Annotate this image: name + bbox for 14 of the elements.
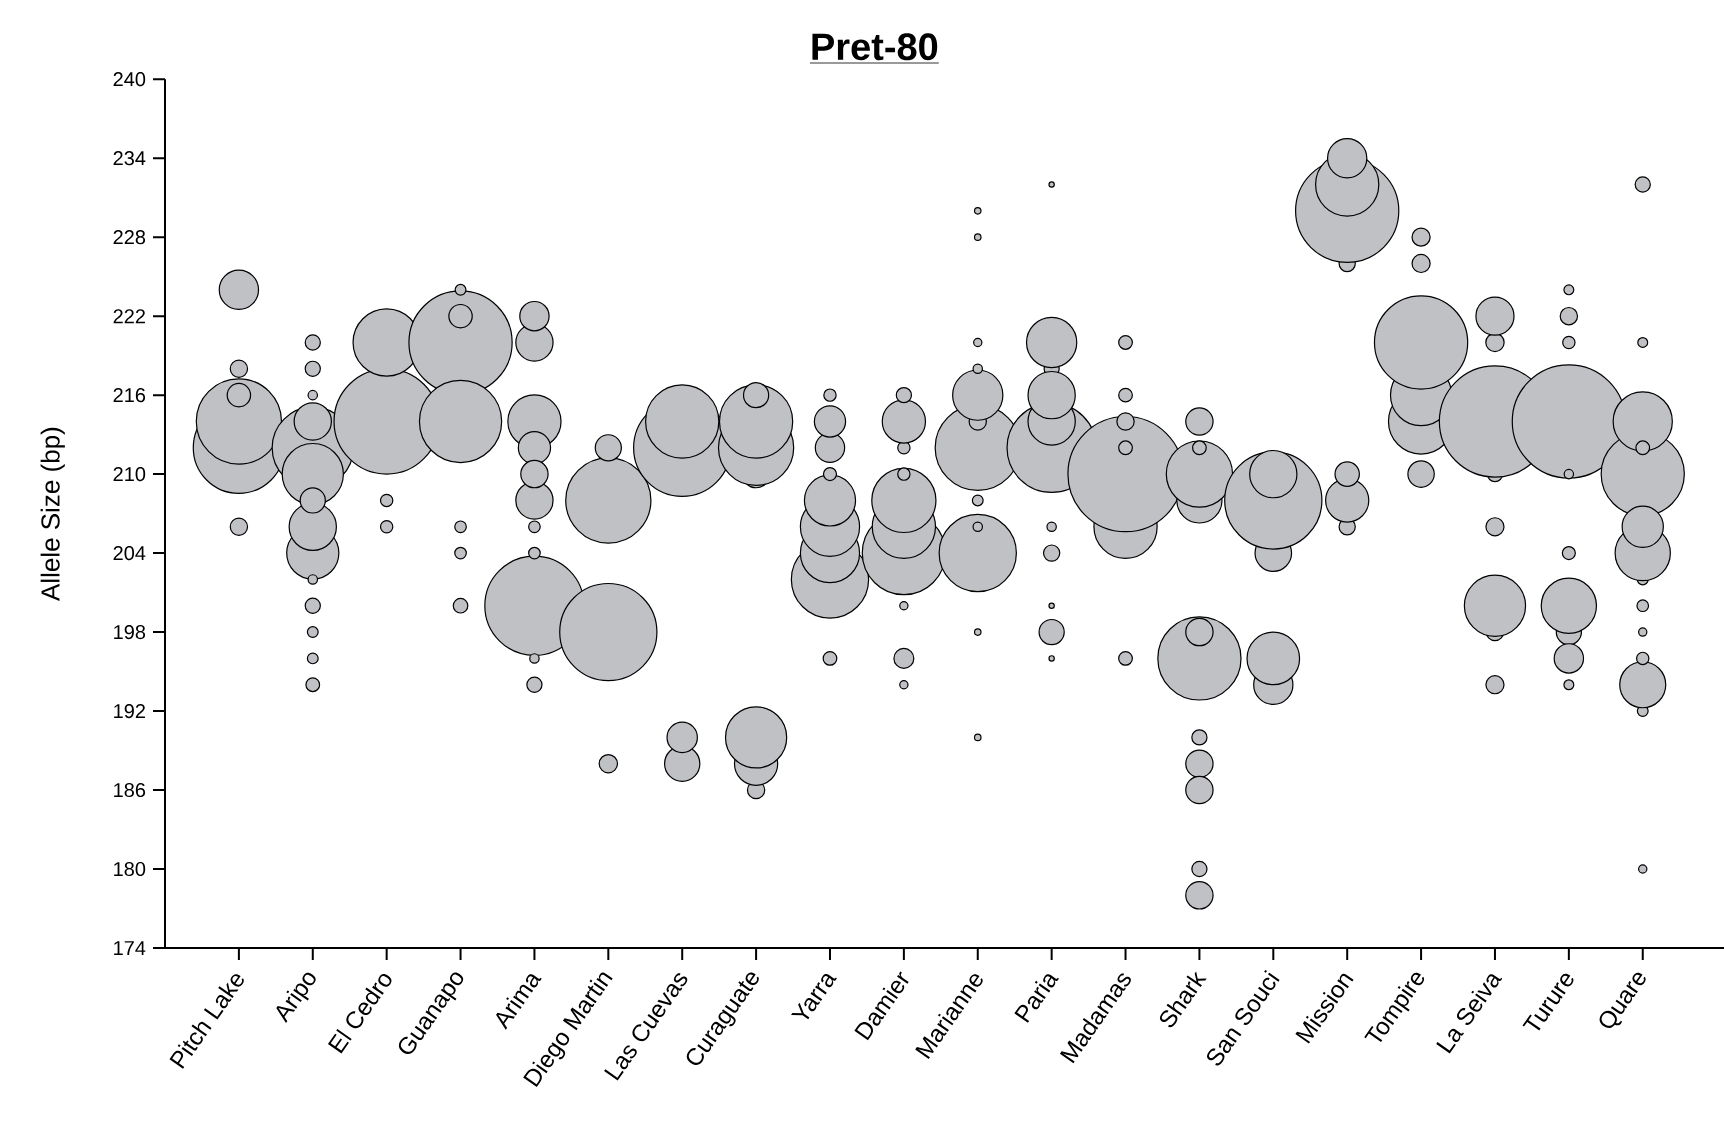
y-tick-label: 216 xyxy=(113,388,146,403)
y-tick-label: 234 xyxy=(113,151,146,166)
y-tick-label: 228 xyxy=(113,230,146,245)
y-axis-title: Allele Size (bp) xyxy=(40,427,65,601)
y-tick-label: 210 xyxy=(113,467,146,482)
y-tick-label: 180 xyxy=(114,861,146,877)
y-tick-label: 174 xyxy=(114,941,146,955)
chart-title: Pret-80 xyxy=(812,33,938,61)
y-tick-label: 222 xyxy=(113,309,145,324)
y-tick-label: 192 xyxy=(114,703,145,719)
y-tick-label: 198 xyxy=(114,624,146,640)
y-tick-label: 240 xyxy=(113,72,146,87)
y-tick-label: 186 xyxy=(114,782,146,798)
y-tick-label: 204 xyxy=(113,546,146,561)
